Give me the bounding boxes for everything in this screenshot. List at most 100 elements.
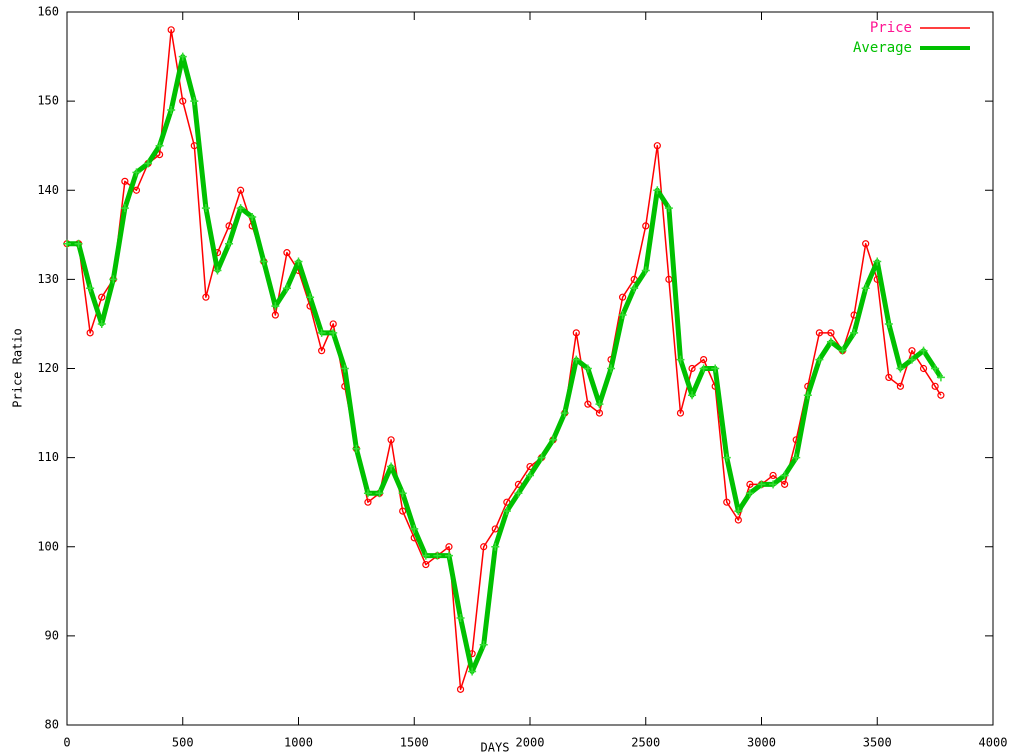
y-tick-label: 110	[37, 450, 59, 464]
price-marker	[781, 480, 789, 488]
average-marker	[792, 453, 801, 462]
price-marker	[931, 382, 939, 390]
price-marker	[572, 329, 580, 337]
x-tick-label: 500	[172, 736, 194, 750]
price-marker	[642, 222, 650, 230]
average-marker	[745, 489, 754, 498]
price-marker	[746, 480, 754, 488]
average-marker	[109, 275, 118, 284]
average-marker	[861, 284, 870, 293]
average-marker	[549, 435, 558, 444]
price-marker	[202, 293, 210, 301]
y-axis-label: Price Ratio	[11, 328, 25, 407]
price-marker	[445, 543, 453, 551]
average-marker	[688, 391, 697, 400]
average-marker	[838, 346, 847, 355]
price-marker	[827, 329, 835, 337]
average-marker	[363, 489, 372, 498]
price-marker	[86, 329, 94, 337]
average-marker	[595, 400, 604, 409]
average-marker	[780, 471, 789, 480]
average-marker	[514, 489, 523, 498]
average-marker	[271, 302, 280, 311]
price-marker	[283, 249, 291, 257]
average-marker	[699, 364, 708, 373]
y-tick-label: 120	[37, 361, 59, 375]
average-marker	[850, 328, 859, 337]
average-marker	[433, 551, 442, 560]
average-marker	[618, 311, 627, 320]
average-marker	[826, 337, 835, 346]
average-marker	[769, 480, 778, 489]
x-tick-label: 3500	[863, 736, 892, 750]
plot-frame	[66, 11, 994, 726]
average-marker	[607, 364, 616, 373]
price-marker	[700, 355, 708, 364]
average-marker	[120, 204, 129, 213]
price-marker	[885, 373, 893, 382]
average-marker	[63, 239, 71, 248]
average-marker	[537, 453, 546, 462]
average-marker	[664, 204, 673, 213]
average-marker	[722, 453, 731, 462]
average-marker	[676, 355, 685, 364]
price-marker	[318, 347, 326, 355]
series-line	[67, 54, 944, 675]
price-marker	[769, 471, 777, 480]
price-marker	[121, 177, 129, 185]
average-marker	[132, 168, 141, 177]
x-tick-label: 2500	[631, 736, 660, 750]
average-marker	[398, 489, 407, 498]
price-marker	[167, 26, 175, 34]
price-marker	[271, 311, 279, 319]
average-marker	[317, 328, 326, 337]
average-marker	[919, 346, 928, 355]
average-marker	[86, 284, 95, 293]
average-marker	[444, 551, 453, 560]
average-marker	[259, 257, 268, 266]
average-marker	[641, 266, 650, 275]
average-marker	[936, 373, 945, 382]
y-tick-label: 150	[37, 94, 59, 108]
price-marker	[480, 543, 488, 551]
price-marker	[734, 516, 742, 524]
x-tick-label: 4000	[979, 736, 1008, 750]
average-marker	[711, 364, 720, 373]
average-marker	[410, 524, 419, 533]
average-marker	[213, 266, 222, 275]
average-marker	[896, 364, 905, 373]
average-marker	[560, 409, 569, 418]
average-marker	[468, 667, 477, 676]
average-marker	[491, 542, 500, 551]
average-marker	[201, 204, 210, 213]
price-marker	[179, 97, 187, 105]
average-marker	[734, 507, 743, 516]
average-marker	[375, 489, 384, 498]
x-tick-label: 2000	[516, 736, 545, 750]
x-tick-label: 1000	[284, 736, 313, 750]
x-axis-label: DAYS	[481, 741, 510, 755]
price-marker	[688, 364, 696, 373]
average-marker	[873, 257, 882, 266]
price-marker	[456, 685, 465, 693]
average-marker	[248, 212, 257, 221]
y-tick-label: 80	[45, 718, 59, 732]
price-marker	[329, 320, 337, 328]
price-marker	[595, 409, 604, 417]
average-marker	[456, 614, 465, 623]
average-marker	[387, 462, 396, 471]
average-marker	[907, 355, 916, 364]
price-marker	[908, 347, 916, 355]
price-marker	[723, 498, 731, 506]
average-marker	[178, 52, 187, 61]
price-marker	[237, 186, 245, 194]
price-marker	[584, 400, 592, 408]
y-tick-label: 90	[45, 628, 59, 642]
price-marker	[919, 364, 928, 373]
y-tick-label: 130	[37, 272, 59, 286]
price-marker	[225, 222, 233, 230]
price-marker	[98, 293, 106, 301]
x-tick-label: 3000	[747, 736, 776, 750]
price-marker	[387, 436, 395, 444]
average-marker	[421, 551, 430, 560]
